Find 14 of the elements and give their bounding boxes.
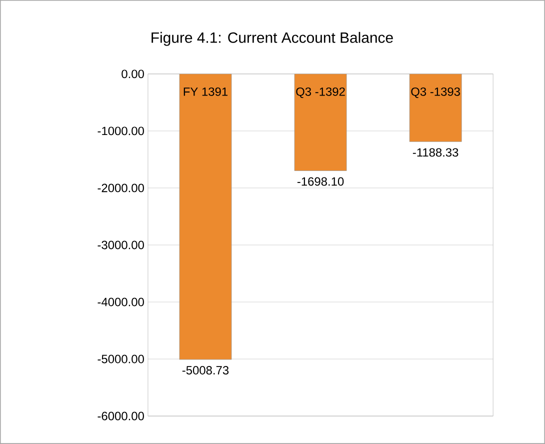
y-tick-label: -3000.00	[98, 240, 144, 250]
y-tick-label: -6000.00	[98, 412, 144, 420]
data-label: -5008.73	[182, 366, 229, 375]
data-label: -1698.10	[297, 177, 344, 186]
y-tick-label: -4000.00	[98, 298, 144, 306]
x-tick-label: Q3 -1392	[296, 87, 345, 98]
data-label: -1188.33	[412, 148, 458, 157]
x-tick-label: Q3 -1393	[411, 87, 460, 98]
y-tick-label: 0.00	[122, 70, 144, 78]
y-tick-label: -5000.00	[98, 354, 144, 364]
y-tick-label: -1000.00	[98, 126, 144, 136]
y-tick-label: -2000.00	[98, 184, 144, 192]
chart-title: Figure 4.1: Current Account Balance	[152, 32, 393, 46]
x-tick-label: FY 1391	[184, 87, 228, 96]
